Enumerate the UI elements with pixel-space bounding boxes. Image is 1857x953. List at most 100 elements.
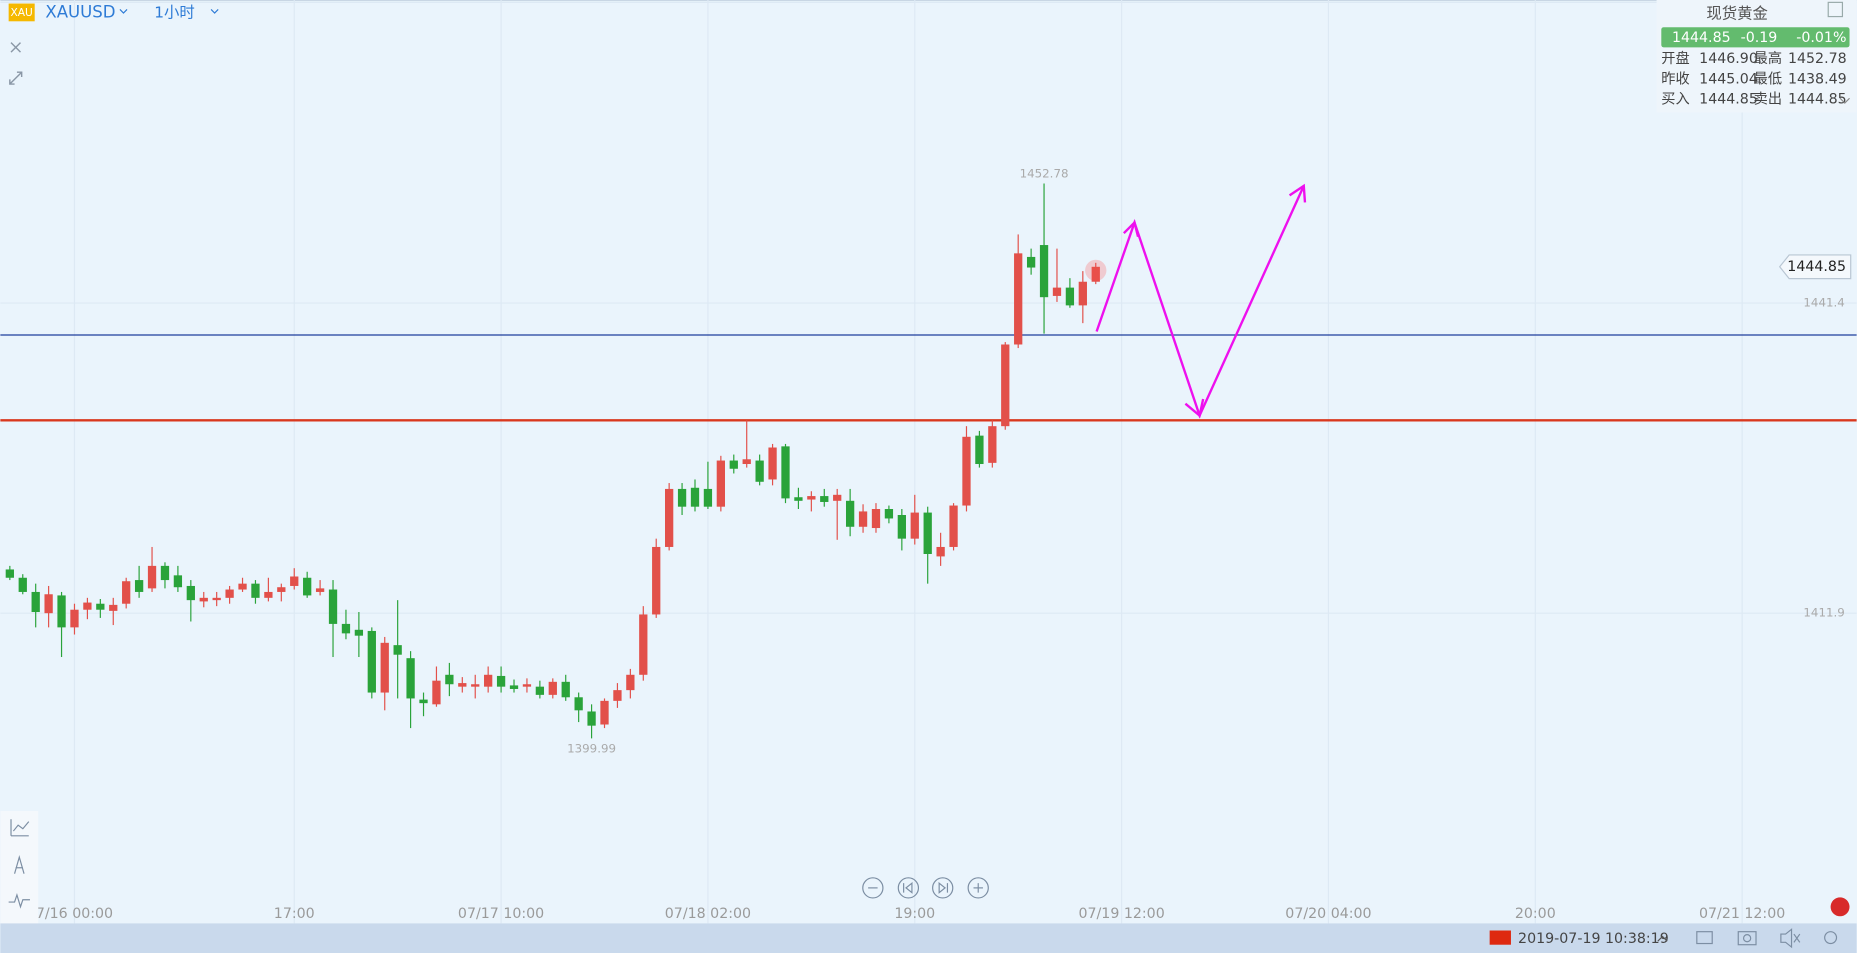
quote-label: 昨收	[1661, 71, 1689, 87]
candle-body	[328, 589, 338, 624]
candle-body	[665, 488, 674, 547]
candle-body	[160, 565, 170, 581]
candle-body	[1091, 266, 1100, 282]
zoom-controls[interactable]	[862, 877, 989, 899]
candle-body	[600, 700, 609, 725]
x-tick-label: 19:00	[894, 906, 935, 922]
candle-body	[1026, 256, 1036, 268]
symbol[interactable]: XAUUSD	[45, 3, 115, 22]
candle-body	[471, 684, 480, 687]
quote-label: 卖出	[1754, 91, 1782, 107]
high-label: 1452.78	[1020, 166, 1069, 180]
candle-body	[897, 514, 906, 539]
status-icons[interactable]	[1696, 928, 1838, 949]
x-tick-label: 07/21 12:00	[1699, 906, 1785, 922]
quote-label: 买入	[1661, 91, 1689, 107]
x-tick-label: 07/17 10:00	[458, 906, 544, 922]
candle-body	[884, 509, 894, 519]
arrow-head	[1288, 183, 1307, 203]
candle-body	[755, 460, 764, 482]
candle-body	[820, 496, 829, 502]
candle-body	[574, 697, 583, 711]
candle-body	[1001, 344, 1010, 427]
quote-last: 1444.85	[1672, 30, 1731, 46]
candle-body	[199, 597, 208, 602]
candle-body	[936, 546, 945, 557]
candle-body	[613, 690, 622, 701]
candle-body	[794, 497, 803, 501]
quote-label: 开盘	[1661, 50, 1689, 67]
low-label: 1399.99	[567, 742, 616, 756]
x-tick-label: 20:00	[1515, 906, 1556, 922]
x-tick-label: 07/18 02:00	[665, 906, 751, 922]
candle-body	[315, 588, 325, 592]
interval-dropdown[interactable]	[210, 9, 219, 14]
quote-value: 1438.49	[1788, 71, 1847, 87]
candle-body	[458, 683, 467, 687]
candle-body	[975, 435, 984, 465]
quote-value: 1452.78	[1788, 51, 1847, 67]
candle-body	[419, 699, 428, 704]
candle-body	[225, 589, 234, 598]
candle-body	[768, 447, 777, 480]
arrow-head	[1122, 220, 1140, 238]
quote-change: -0.19	[1741, 30, 1778, 46]
candle-body	[445, 674, 454, 685]
candle-body	[367, 630, 376, 693]
quote-panel	[1656, 0, 1857, 113]
candle-body	[303, 577, 312, 596]
candle-body	[70, 609, 79, 628]
candle-body	[535, 686, 545, 695]
last-glow	[1085, 259, 1107, 282]
candle-body	[703, 488, 713, 507]
toolbar-icons[interactable]	[8, 819, 30, 909]
candle-body	[212, 597, 221, 601]
candle-body	[354, 629, 364, 636]
x-tick-label: 17:00	[274, 906, 315, 922]
candle-body	[845, 500, 855, 527]
forecast-arrows	[1095, 183, 1307, 419]
status-datetime: 2019-07-19 10:38:19	[1518, 931, 1669, 947]
arrow-head	[1184, 398, 1205, 418]
interval[interactable]: 1小时	[154, 4, 195, 22]
close-button[interactable]	[10, 42, 21, 53]
status-expand[interactable]	[1657, 935, 1668, 942]
candle-body	[626, 674, 635, 691]
candle-body	[742, 459, 751, 465]
candle-body	[44, 594, 53, 614]
candle-body	[858, 511, 868, 527]
panel-icon[interactable]	[1827, 1, 1844, 18]
y-tick-label: 1441.4	[1803, 296, 1844, 310]
candle-body	[109, 604, 118, 611]
candle-body	[652, 546, 661, 615]
candle-body	[639, 614, 648, 675]
quote-label: 最高	[1754, 50, 1782, 67]
candle-body	[716, 460, 725, 507]
symbol-dropdown[interactable]	[119, 9, 128, 14]
candle-body	[509, 685, 519, 689]
candle-body	[393, 645, 402, 655]
panel-expand[interactable]	[1839, 97, 1850, 104]
candle-body	[871, 509, 881, 529]
candle-body	[251, 583, 260, 598]
candle-body	[18, 577, 27, 592]
last-price-label: 1444.85	[1787, 259, 1846, 275]
candle-body	[910, 512, 919, 539]
x-tick-label: 07/19 12:00	[1078, 906, 1164, 922]
candle-body	[277, 587, 286, 592]
candle-body	[1065, 287, 1075, 306]
flag-icon	[1489, 930, 1511, 945]
candle-body	[406, 658, 415, 699]
candle-body	[988, 426, 997, 463]
quote-value: 1446.90	[1699, 51, 1758, 67]
candle-body	[496, 675, 506, 687]
collapse-button[interactable]	[9, 71, 23, 85]
candle-body	[962, 436, 971, 506]
candle-body	[548, 681, 557, 695]
quote-value: 1444.85	[1699, 91, 1758, 107]
candle-body	[432, 680, 441, 705]
alert-icon[interactable]	[1830, 897, 1850, 917]
candle-body	[186, 585, 195, 601]
